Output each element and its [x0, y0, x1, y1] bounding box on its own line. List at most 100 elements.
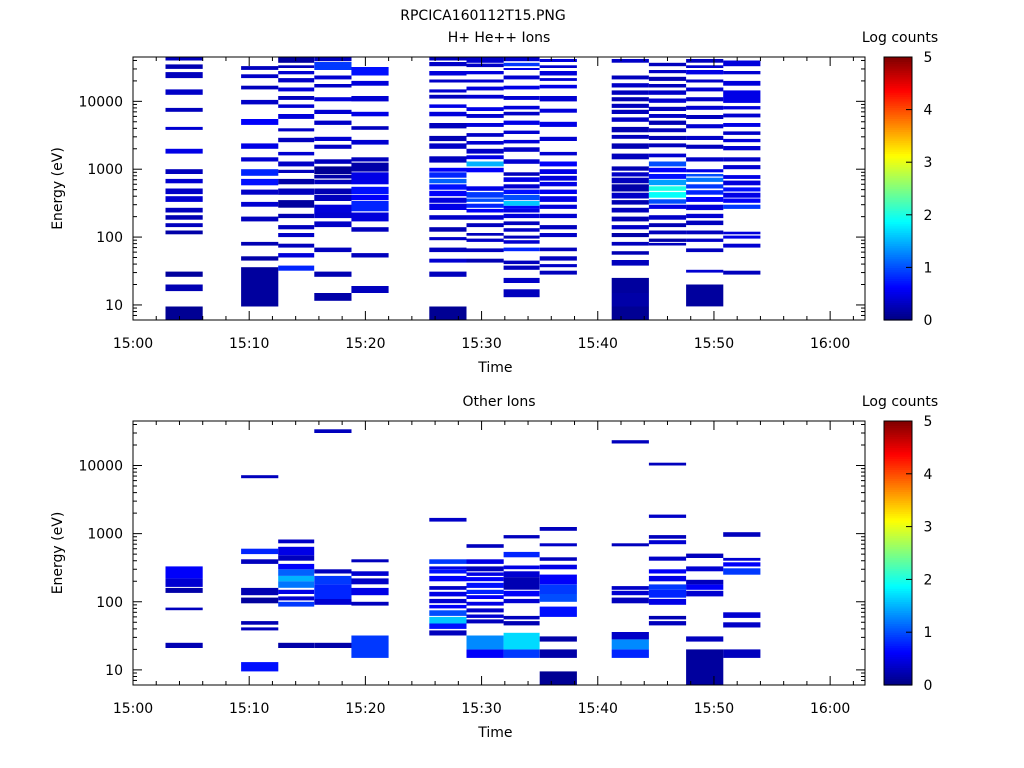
heatmap-cells [165, 57, 761, 320]
heatmap-cell [314, 247, 352, 253]
heatmap-cell [314, 204, 352, 213]
heatmap-cell [429, 247, 467, 253]
figure-title: RPCICA160112T15.PNG [400, 8, 565, 24]
colorbar-segment [884, 447, 912, 451]
x-tick-label: 15:30 [461, 701, 501, 717]
colorbar-segment [884, 531, 912, 534]
colorbar-segment [884, 456, 912, 459]
heatmap-cell [539, 151, 577, 156]
heatmap-cell [429, 271, 467, 277]
heatmap-cell [314, 57, 352, 62]
colorbar-segment [884, 625, 912, 629]
heatmap-cell [539, 96, 577, 102]
heatmap-cell [241, 85, 279, 90]
colorbar-segment [884, 293, 912, 297]
heatmap-cell [611, 639, 649, 650]
heatmap-cell [278, 57, 315, 63]
heatmap-cell [165, 169, 203, 174]
heatmap-cell [314, 144, 352, 149]
heatmap-cell [539, 189, 577, 194]
colorbar-segment [884, 480, 912, 484]
heatmap-cell [648, 230, 687, 235]
heatmap-cell [466, 63, 504, 68]
heatmap-cell [351, 162, 389, 172]
heatmap-cell [539, 213, 577, 219]
colorbar-segment [884, 263, 912, 266]
heatmap-cell [429, 598, 467, 604]
colorbar-segment [884, 236, 912, 240]
colorbar-segment [884, 509, 912, 512]
heatmap-cell [165, 223, 203, 228]
colorbar-segment [884, 590, 912, 594]
colorbar-segment [884, 599, 912, 602]
colorbar-segment [884, 151, 912, 155]
y-tick-label: 10000 [78, 94, 123, 110]
heatmap-cell [539, 196, 577, 202]
x-tick-label: 16:00 [810, 701, 850, 717]
colorbar-segment [884, 216, 912, 220]
x-axis: 15:00 15:10 15:20 15:30 15:40 15:50 16:00 Time [113, 421, 854, 741]
heatmap-cell [648, 106, 687, 111]
heatmap-cell [503, 590, 540, 597]
heatmap-cell [429, 143, 467, 149]
colorbar-tick-label: 5 [924, 50, 933, 66]
heatmap-cell [165, 215, 203, 220]
colorbar-segment [884, 513, 912, 517]
heatmap-cell [503, 277, 540, 283]
heatmap-cell [241, 548, 279, 555]
heatmap-cell [686, 174, 724, 177]
heatmap-cell [429, 184, 467, 190]
heatmap-cell [539, 204, 577, 209]
colorbar-segment [884, 232, 912, 236]
heatmap-cell [611, 192, 649, 199]
heatmap-cell [611, 207, 649, 213]
heatmap-cell [351, 635, 389, 658]
colorbar-segment [884, 61, 912, 65]
colorbar-label: Log counts [862, 394, 938, 410]
heatmap-cell [241, 169, 279, 176]
heatmap-cell [503, 139, 540, 144]
colorbar-segment [884, 427, 912, 431]
heatmap-cell [686, 238, 724, 242]
colorbar-segment [884, 157, 912, 161]
heatmap-cell [686, 649, 724, 685]
heatmap-cell [611, 177, 649, 184]
heatmap-cell [539, 543, 577, 547]
colorbar-segment [884, 116, 912, 119]
colorbar-tick-label: 3 [924, 520, 933, 536]
colorbar-segment [884, 678, 912, 682]
heatmap-cell [466, 572, 504, 576]
colorbar-segment [884, 495, 912, 499]
colorbar-segment [884, 561, 912, 565]
heatmap-cell [165, 196, 203, 202]
heatmap-cell [314, 569, 352, 574]
heatmap-cell [165, 148, 203, 154]
heatmap-cell [503, 265, 540, 270]
colorbar-segment [884, 438, 912, 442]
colorbar-segment [884, 522, 912, 525]
heatmap-cell [429, 57, 467, 61]
colorbar-segment [884, 287, 912, 290]
colorbar-segment [884, 544, 912, 547]
heatmap-cell [241, 143, 279, 149]
heatmap-cell [278, 71, 315, 75]
heatmap-cell [503, 184, 540, 189]
colorbar-segment [884, 566, 912, 569]
colorbar-segment [884, 616, 912, 620]
colorbar-segment [884, 581, 912, 585]
heatmap-cell [611, 543, 649, 547]
heatmap-cell [165, 126, 203, 130]
heatmap-cell [165, 566, 203, 579]
colorbar-segment [884, 526, 912, 530]
heatmap-cell [686, 124, 724, 129]
heatmap-cells [165, 429, 761, 685]
colorbar-segment [884, 572, 912, 576]
heatmap-cell [314, 109, 352, 114]
colorbar-segment [884, 484, 912, 488]
heatmap-cell [611, 90, 649, 95]
colorbar-segment [884, 98, 912, 102]
heatmap-cell [351, 186, 389, 195]
colorbar-segment [884, 74, 912, 78]
colorbar-segment [884, 87, 912, 91]
colorbar-segment [884, 517, 912, 521]
